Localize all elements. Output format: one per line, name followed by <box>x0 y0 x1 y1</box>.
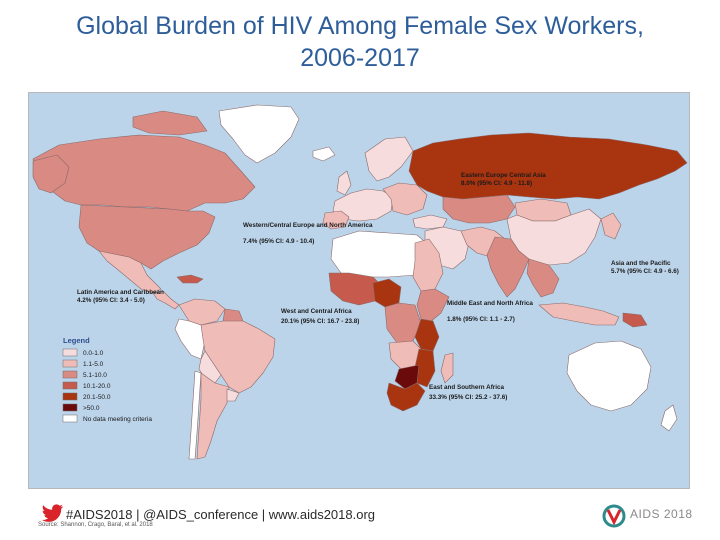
map-country <box>188 370 202 460</box>
legend-swatch <box>62 381 78 390</box>
map-country <box>364 136 414 182</box>
region-label-lac-estimate: 4.2% (95% CI: 3.4 - 5.0) <box>77 297 145 304</box>
map-country <box>440 352 454 384</box>
title-line-2: 2006-2017 <box>300 44 420 72</box>
map-country <box>198 350 222 384</box>
world-map: Eastern Europe Central Asia 8.0% (95% CI… <box>28 92 690 489</box>
legend-swatch <box>62 392 78 401</box>
legend-label: 1.1-5.0 <box>83 361 104 368</box>
region-label-wca-estimate: 20.1% (95% CI: 16.7 - 23.8) <box>281 318 359 325</box>
map-country <box>336 170 352 196</box>
title-line-1: Global Burden of HIV Among Female Sex Wo… <box>76 12 644 40</box>
legend-label: 0.0-1.0 <box>83 350 104 357</box>
region-label-eeca-name: Eastern Europe Central Asia <box>461 172 546 179</box>
map-country <box>442 194 516 224</box>
twitter-bird-icon <box>42 504 63 522</box>
region-labels: Eastern Europe Central Asia 8.0% (95% CI… <box>77 172 679 401</box>
legend-label: 5.1-10.0 <box>83 372 107 379</box>
map-country <box>218 104 300 164</box>
map-country <box>538 302 620 326</box>
map-country <box>372 278 402 308</box>
map-country <box>226 388 240 402</box>
legend-label: 20.1-50.0 <box>83 394 111 401</box>
legend-swatch <box>62 359 78 368</box>
aids-conference-logo-icon <box>602 504 626 528</box>
region-label-ap-estimate: 5.7% (95% CI: 4.9 - 6.6) <box>611 268 679 275</box>
map-country <box>196 372 230 460</box>
footer-links: #AIDS2018 | @AIDS_conference | www.aids2… <box>66 507 376 522</box>
map-country <box>32 134 256 212</box>
map-country <box>526 258 560 298</box>
region-label-mena-name: Middle East and North Africa <box>447 300 533 307</box>
map-country <box>152 290 180 310</box>
map-country <box>174 318 206 360</box>
legend-title: Legend <box>63 336 90 345</box>
region-label-mena-estimate: 1.8% (95% CI: 1.1 - 2.7) <box>447 316 515 323</box>
map-country <box>486 236 530 298</box>
map-country <box>312 146 336 162</box>
aids-logo-text: AIDS 2018 <box>630 507 693 521</box>
region-label-eeca-estimate: 8.0% (95% CI: 4.9 - 11.8) <box>461 180 532 187</box>
legend-label: 10.1-20.0 <box>83 383 111 390</box>
legend-swatch <box>62 403 78 412</box>
legend-label: No data meeting criteria <box>83 416 152 423</box>
map-country <box>132 110 208 136</box>
legend-swatch <box>62 370 78 379</box>
map-country <box>660 404 678 432</box>
map-country <box>176 274 204 284</box>
map-country <box>600 212 622 240</box>
map-country <box>322 210 350 230</box>
map-country <box>416 288 450 324</box>
region-label-esa-name: East and Southern Africa <box>429 384 504 391</box>
map-country <box>32 154 70 194</box>
map-country <box>566 340 652 412</box>
footer: #AIDS2018 | @AIDS_conference | www.aids2… <box>0 496 720 540</box>
region-label-esa-estimate: 33.3% (95% CI: 25.2 - 37.6) <box>429 394 507 401</box>
legend: Legend 0.0-1.0 1.1-5.0 5.1-10.0 10.1-20.… <box>62 336 152 423</box>
region-label-wcena-name: Western/Central Europe and North America <box>243 222 373 229</box>
world-map-svg: Eastern Europe Central Asia 8.0% (95% CI… <box>32 104 688 460</box>
map-country <box>386 382 426 412</box>
legend-swatch <box>62 414 78 423</box>
region-label-ap-name: Asia and the Pacific <box>611 260 671 267</box>
region-label-wcena-estimate: 7.4% (95% CI: 4.9 - 10.4) <box>243 238 314 245</box>
map-country <box>98 250 162 294</box>
region-label-lac-name: Latin America and Caribbean <box>77 289 164 296</box>
legend-swatch <box>62 348 78 357</box>
legend-label: >50.0 <box>83 405 100 412</box>
source-citation: Source: Shannon, Crago, Baral, et al. 20… <box>38 522 153 528</box>
map-country <box>408 132 688 200</box>
map-country <box>622 312 648 328</box>
region-label-wca-name: West and Central Africa <box>281 308 352 315</box>
map-country <box>78 204 216 270</box>
map-country <box>382 182 428 216</box>
map-country <box>412 214 448 230</box>
page-title: Global Burden of HIV Among Female Sex Wo… <box>0 10 720 74</box>
